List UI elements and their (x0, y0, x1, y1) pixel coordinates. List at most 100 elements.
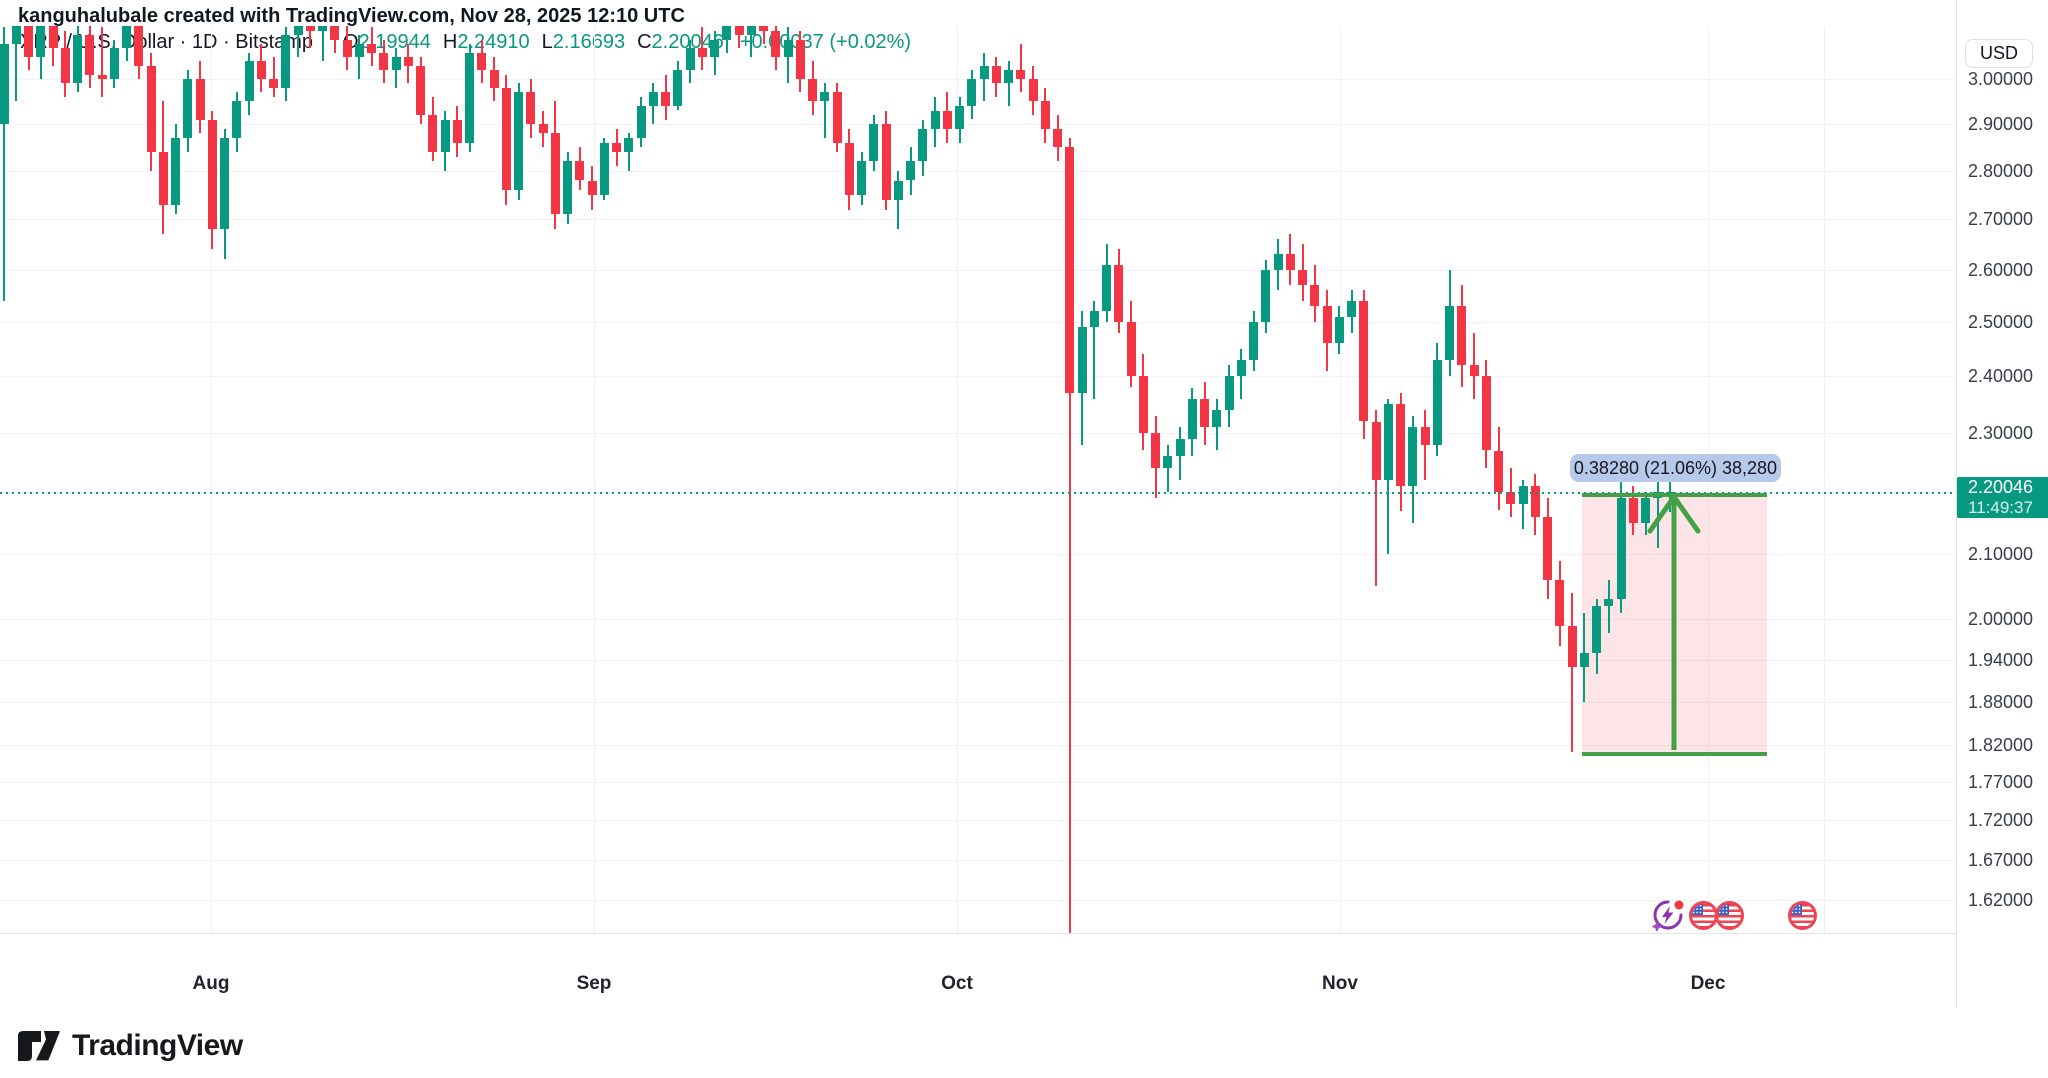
candle (1065, 147, 1075, 393)
candle (1187, 398, 1197, 439)
us-flag-canton (1790, 903, 1802, 915)
candle (1506, 492, 1516, 505)
candle (636, 105, 646, 138)
month-gridline (211, 26, 212, 933)
candle (342, 39, 352, 57)
price-gridline (0, 270, 1956, 271)
candle-wick (321, 26, 324, 62)
candle (97, 74, 107, 79)
us-flag-icon[interactable] (1714, 900, 1744, 930)
candle-wick (1068, 138, 1071, 933)
candle (60, 48, 70, 84)
low-value: 2.16693 (552, 31, 626, 53)
candle (734, 26, 744, 36)
candle (1236, 359, 1246, 377)
close-value: 2.20046 (651, 31, 724, 53)
candle (244, 61, 254, 102)
month-gridline (1340, 26, 1341, 933)
price-range-arrow[interactable] (1614, 469, 1734, 754)
candle (281, 35, 291, 88)
candle (1579, 653, 1589, 667)
candle (1249, 321, 1258, 360)
candle (232, 101, 242, 138)
candle (1310, 285, 1320, 306)
open-value: 2.19944 (358, 31, 431, 53)
candle-wick (750, 26, 753, 57)
price-axis-label: 3.00000 (1968, 69, 2034, 89)
candle-wick (1656, 480, 1659, 548)
price-gridline (0, 433, 1956, 434)
us-flag-icon[interactable] (1688, 900, 1718, 930)
candle (1555, 579, 1565, 626)
candle-wick (1571, 592, 1573, 753)
month-gridline (594, 26, 595, 933)
candle-wick (1607, 579, 1610, 633)
candle (526, 92, 536, 125)
candle (36, 26, 46, 57)
candle (514, 92, 523, 191)
candle (1126, 321, 1136, 377)
price-axis-label: 1.72000 (1968, 810, 2034, 830)
candle (1383, 404, 1393, 481)
candle (1494, 450, 1503, 493)
candle (220, 138, 229, 230)
candle (955, 105, 964, 129)
candle (1322, 306, 1332, 344)
candle (771, 31, 781, 57)
month-gridline (1824, 26, 1825, 933)
ohlc-close: C2.20046 (625, 31, 724, 53)
candle (1200, 398, 1209, 428)
current-price-line (0, 492, 1956, 494)
candle (440, 119, 450, 152)
candle (318, 26, 327, 31)
candle-wick (1007, 61, 1010, 106)
tradingview-logo[interactable]: TradingView (16, 1029, 243, 1063)
high-value: 2.24910 (457, 31, 530, 53)
price-axis-label: 2.00000 (1968, 609, 2034, 629)
price-axis[interactable]: USD 3.00000 2.90000 2.80000 2.70000 2.60000 2… (1956, 0, 2048, 1008)
candle (1298, 269, 1307, 286)
candle (354, 43, 364, 57)
chart-pane[interactable]: 0.38280 (21.06%) 38,280 (0, 26, 1956, 933)
candle (906, 161, 915, 181)
price-range-label[interactable]: 0.38280 (21.06%) 38,280 (1570, 454, 1781, 482)
candle (11, 26, 21, 44)
price-axis-label: 1.77000 (1968, 772, 2034, 792)
attribution-text: kanguhalubale created with TradingView.c… (18, 5, 685, 27)
flash-sparkle-icon[interactable] (1649, 896, 1687, 933)
candle (293, 26, 303, 36)
candle (685, 48, 695, 71)
candle (391, 57, 401, 71)
candle (1518, 486, 1528, 505)
candle (1175, 438, 1185, 457)
candle (416, 65, 425, 115)
candle (109, 48, 119, 79)
candle (648, 92, 658, 106)
us-flag-icon[interactable] (1787, 900, 1817, 930)
candle (612, 142, 621, 153)
candle (1347, 300, 1356, 317)
price-axis-label: 1.82000 (1968, 735, 2034, 755)
candle-wick (1166, 444, 1169, 493)
candle (624, 138, 634, 152)
candle (930, 110, 940, 129)
price-gridline (0, 124, 1956, 125)
price-axis-label: 1.94000 (1968, 650, 2034, 670)
candle (893, 180, 903, 200)
candle (1053, 128, 1062, 148)
candle (1408, 427, 1418, 487)
candle (0, 43, 9, 125)
candle-wick (1424, 410, 1426, 481)
candle (1469, 365, 1479, 377)
candle (158, 152, 168, 205)
candle (1138, 376, 1148, 433)
time-axis[interactable]: Aug Sep Oct Nov Dec (0, 933, 2048, 1010)
price-range-bottom-line[interactable] (1582, 752, 1767, 756)
candle (795, 39, 805, 79)
candle (501, 87, 511, 191)
candle (1567, 625, 1577, 667)
candle (1445, 306, 1454, 360)
currency-toggle-button[interactable]: USD (1965, 39, 2033, 68)
candle (844, 142, 854, 195)
